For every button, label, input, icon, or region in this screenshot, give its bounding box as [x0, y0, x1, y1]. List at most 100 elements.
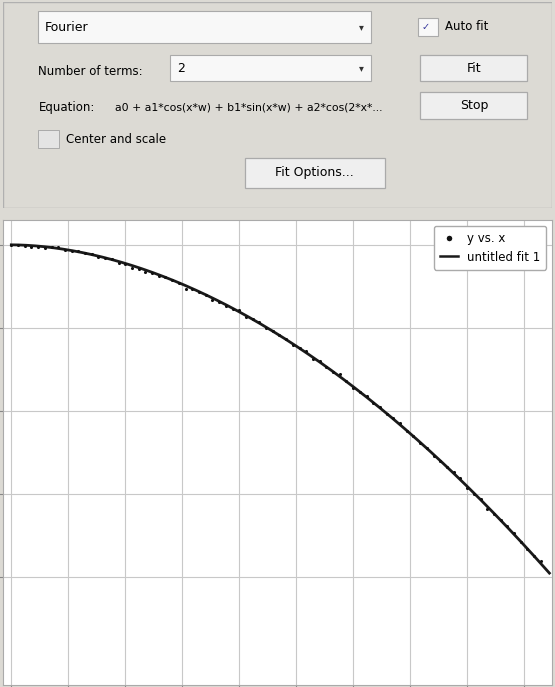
Point	[362, 391, 371, 402]
Point	[235, 305, 244, 316]
Point	[463, 482, 472, 493]
Point	[54, 241, 63, 252]
Point	[295, 343, 304, 354]
Point	[309, 354, 317, 365]
Point	[67, 246, 76, 257]
Point	[255, 317, 264, 328]
Text: Fourier: Fourier	[45, 21, 89, 34]
Text: Equation:: Equation:	[38, 101, 95, 113]
Point	[509, 528, 518, 539]
Point	[342, 375, 351, 386]
Point	[34, 241, 43, 252]
FancyBboxPatch shape	[38, 130, 59, 148]
Point	[349, 383, 357, 394]
Point	[422, 442, 431, 453]
Point	[27, 241, 36, 252]
Point	[523, 543, 532, 554]
FancyBboxPatch shape	[170, 55, 371, 82]
Point	[100, 252, 109, 263]
Point	[456, 473, 465, 484]
Point	[114, 258, 123, 269]
Point	[228, 304, 237, 315]
Point	[208, 295, 217, 306]
Point	[221, 300, 230, 311]
Point	[128, 262, 137, 273]
Text: ▾: ▾	[359, 63, 364, 73]
Point	[261, 322, 270, 333]
Point	[168, 274, 176, 285]
Point	[529, 551, 538, 562]
Point	[409, 431, 418, 442]
Text: Auto fit: Auto fit	[445, 21, 488, 33]
Point	[389, 413, 398, 424]
Point	[536, 556, 545, 567]
Point	[60, 245, 69, 256]
FancyBboxPatch shape	[417, 18, 438, 36]
Point	[148, 267, 157, 278]
FancyBboxPatch shape	[38, 12, 371, 43]
Point	[268, 326, 277, 337]
Point	[483, 504, 492, 515]
Point	[382, 408, 391, 419]
Point	[416, 438, 425, 449]
Point	[442, 462, 451, 473]
Point	[41, 243, 49, 254]
Text: a0 + a1*cos(x*w) + b1*sin(x*w) + a2*cos(2*x*...: a0 + a1*cos(x*w) + b1*sin(x*w) + a2*cos(…	[115, 102, 383, 112]
Point	[248, 314, 257, 325]
Point	[87, 249, 96, 260]
Legend: y vs. x, untitled fit 1: y vs. x, untitled fit 1	[434, 226, 546, 269]
Point	[134, 264, 143, 275]
Point	[355, 386, 364, 397]
Point	[490, 508, 498, 519]
FancyBboxPatch shape	[245, 158, 385, 188]
Point	[13, 239, 22, 250]
Point	[154, 271, 163, 282]
Text: ✓: ✓	[421, 22, 430, 32]
Point	[282, 334, 291, 345]
Point	[315, 355, 324, 366]
Text: Center and scale: Center and scale	[66, 133, 166, 146]
Point	[470, 488, 478, 499]
Point	[396, 418, 405, 429]
Point	[516, 537, 525, 548]
Point	[188, 284, 196, 295]
Text: ▾: ▾	[359, 22, 364, 32]
Point	[215, 296, 224, 307]
Point	[195, 286, 204, 297]
Text: Fit: Fit	[467, 62, 481, 74]
Point	[174, 278, 183, 289]
Point	[141, 267, 150, 278]
Point	[302, 346, 311, 357]
Point	[436, 456, 445, 467]
Point	[496, 515, 505, 526]
Text: 2: 2	[177, 62, 185, 74]
Point	[275, 330, 284, 341]
Point	[503, 520, 512, 531]
Point	[7, 239, 16, 250]
Point	[121, 258, 130, 269]
Point	[376, 401, 385, 412]
Point	[80, 247, 89, 258]
Point	[74, 246, 83, 257]
Point	[201, 289, 210, 300]
Point	[289, 340, 297, 351]
FancyBboxPatch shape	[420, 55, 527, 82]
Point	[322, 361, 331, 372]
Text: Fit Options...: Fit Options...	[275, 166, 354, 179]
Point	[402, 426, 411, 437]
Point	[335, 368, 344, 379]
Point	[329, 367, 337, 378]
Point	[476, 493, 485, 504]
Point	[369, 397, 378, 408]
Point	[94, 252, 103, 263]
Point	[21, 240, 29, 251]
Text: Stop: Stop	[460, 99, 488, 111]
Point	[181, 284, 190, 295]
Point	[449, 466, 458, 477]
Point	[161, 271, 170, 282]
Point	[429, 451, 438, 462]
Point	[47, 242, 56, 253]
Text: Number of terms:: Number of terms:	[38, 65, 143, 78]
Point	[241, 311, 250, 322]
FancyBboxPatch shape	[420, 92, 527, 119]
